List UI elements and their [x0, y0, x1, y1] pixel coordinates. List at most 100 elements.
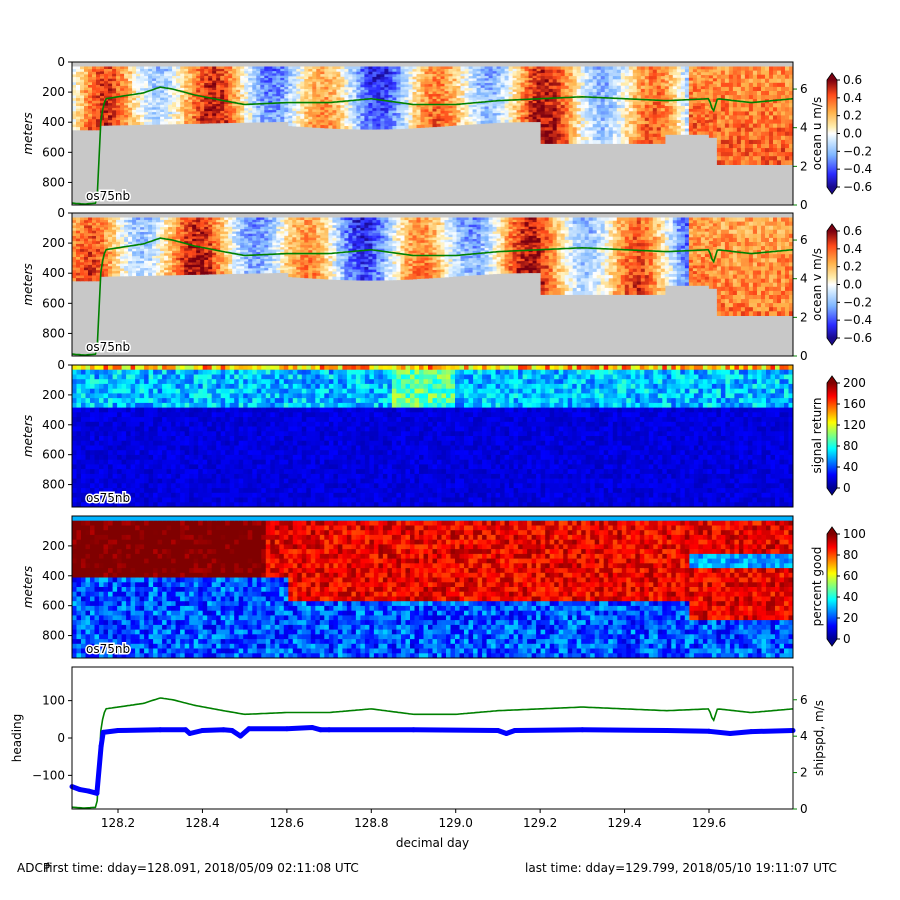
colorbar-tick-label: 80: [843, 548, 858, 562]
colorbar-tick-label: 60: [843, 569, 858, 583]
heading-point: [748, 729, 754, 735]
right-tick-label: 2: [800, 159, 808, 173]
colorbar-extend-bottom: [827, 639, 837, 646]
x-tick-label: 128.6: [270, 816, 304, 830]
colorbar-tick-label: −0.4: [843, 313, 872, 327]
right-tick-label: 0: [800, 802, 808, 816]
right-tick-label: 6: [800, 233, 808, 247]
y-tick-label: 200: [42, 388, 65, 402]
colorbar-tick-label: 40: [843, 460, 858, 474]
colorbar-tick-label: −0.6: [843, 331, 872, 345]
y-tick-label: 200: [42, 85, 65, 99]
panel-3: 0 200 400 600 800 meters os75nb: [21, 358, 794, 508]
x-tick-label: 129.0: [439, 816, 473, 830]
instrument-tag: os75nb: [86, 189, 130, 203]
colorbar-tick-label: 40: [843, 590, 858, 604]
axes-frame: [71, 61, 794, 206]
colorbar-extend-bottom: [827, 338, 837, 345]
axes-frame: [71, 212, 794, 357]
colorbar-tick-label: 120: [843, 418, 866, 432]
y-tick-label: 100: [42, 694, 65, 708]
y-axis-label: meters: [21, 566, 35, 608]
colorbar-tick-label: 0: [843, 481, 851, 495]
colorbar-tick-label: 0.4: [843, 242, 862, 256]
colorbar-tick-label: 100: [843, 527, 866, 541]
instrument-tag: os75nb: [86, 491, 130, 505]
heading-point: [77, 787, 83, 793]
y-tick-label: 800: [42, 629, 65, 643]
colorbar-label: ocean u m/s: [810, 97, 824, 171]
x-tick-label: 129.4: [607, 816, 641, 830]
y-tick-label: 600: [42, 599, 65, 613]
colorbar-tick-label: 20: [843, 611, 858, 625]
colorbar-tick-label: 0: [843, 632, 851, 646]
colorbar-gradient: [827, 231, 837, 338]
x-tick-label: 129.6: [692, 816, 726, 830]
colorbar-extend-top: [827, 527, 837, 534]
instrument-tag: os75nb: [86, 340, 130, 354]
heatmap-cells: [72, 62, 793, 205]
y-tick-label: 600: [42, 145, 65, 159]
y-tick-label: 200: [42, 539, 65, 553]
colorbar-tick-label: 0.2: [843, 260, 862, 274]
colorbar-tick-label: 0.6: [843, 224, 862, 238]
y-tick-label: 800: [42, 478, 65, 492]
y-tick-label: 200: [42, 236, 65, 250]
heatmap-cells: [72, 516, 793, 658]
heatmap-cells: [72, 365, 793, 507]
x-tick-label: 128.4: [185, 816, 219, 830]
heading-point: [318, 727, 324, 733]
colorbar-3: 200 160 120 80 40 0 signal return: [810, 375, 866, 496]
heading-point: [98, 743, 104, 749]
y-tick-label: 400: [42, 569, 65, 583]
heading-point: [94, 790, 100, 796]
heading-point: [100, 729, 106, 735]
heading-point: [727, 731, 733, 736]
axes-frame: [71, 515, 794, 659]
heading-point: [284, 726, 290, 732]
heading-point: [199, 728, 205, 733]
colorbar-extend-top: [827, 376, 837, 383]
colorbar-tick-label: −0.6: [843, 180, 872, 194]
panel-1: 0 2 4 6 0 200 400 600 800 meters os75nb: [21, 55, 808, 212]
y-axis-label: heading: [10, 714, 24, 763]
y-tick-label: 600: [42, 448, 65, 462]
heading-point: [495, 728, 501, 733]
panel-5: 128.2 128.4 128.6 128.8 129.0 129.2 129.4 129.6…: [10, 666, 826, 850]
right-tick-label: 4: [800, 121, 808, 135]
colorbar-tick-label: 0.4: [843, 91, 862, 105]
heading-point: [579, 727, 585, 733]
footer-last-time: last time: dday=129.799, 2018/05/10 19:1…: [525, 861, 837, 875]
heading-point: [237, 733, 243, 739]
colorbar-extend-top: [827, 224, 837, 231]
y-tick-label: 800: [42, 326, 65, 340]
colorbar-tick-label: 0.6: [843, 73, 862, 87]
axes-frame: [71, 364, 794, 508]
colorbar-label: percent good: [810, 547, 824, 627]
heading-point: [221, 727, 226, 733]
x-axis-label: decimal day: [396, 836, 469, 850]
colorbar-extend-top: [827, 73, 837, 80]
colorbar-gradient: [827, 80, 837, 187]
ship-speed-line: [72, 86, 793, 205]
colorbar-tick-label: −0.2: [843, 295, 872, 309]
ship-speed-line: [72, 237, 793, 356]
y-tick-label: 0: [57, 55, 65, 69]
heading-point: [326, 727, 332, 733]
y-tick-label: −100: [32, 768, 65, 782]
panels: 02460200400600800metersos75nb0.60.40.20.…: [10, 55, 872, 850]
y-axis-label: meters: [21, 263, 35, 305]
y-tick-label: 800: [42, 175, 65, 189]
heading-point: [157, 727, 163, 733]
heading-point: [229, 728, 235, 733]
y-tick-label: 400: [42, 266, 65, 280]
right-tick-label: 4: [800, 729, 808, 743]
colorbar-tick-label: −0.2: [843, 144, 872, 158]
heading-point: [503, 731, 509, 736]
right-tick-label: 2: [800, 766, 808, 780]
colorbar-extend-bottom: [827, 488, 837, 495]
colorbar-tick-label: 200: [843, 376, 866, 390]
right-tick-label: 6: [800, 693, 808, 707]
colorbar-4: 100 80 60 40 20 0 percent good: [810, 526, 866, 647]
